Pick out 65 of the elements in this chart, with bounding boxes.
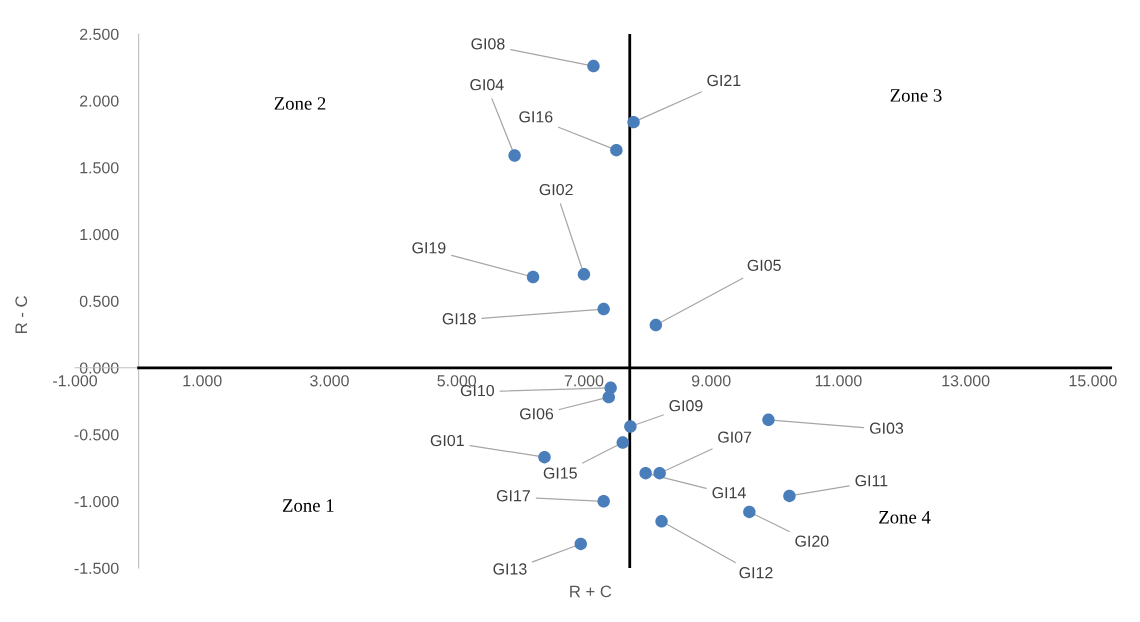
annotation: GI16 bbox=[519, 111, 553, 123]
point bbox=[762, 413, 775, 427]
x-axis-title: R + C bbox=[570, 585, 612, 598]
annotation: GI01 bbox=[430, 434, 464, 447]
y-axis-title: R - C bbox=[15, 296, 28, 333]
annotation: Zone 3 bbox=[890, 89, 942, 102]
annotation: Zone 1 bbox=[282, 499, 334, 512]
point bbox=[655, 515, 668, 528]
x-tick-label: 9.000 bbox=[691, 375, 731, 387]
annotation: GI15 bbox=[543, 467, 577, 479]
y-tick-label: 1.000 bbox=[80, 228, 119, 241]
annotation: Zone 4 bbox=[879, 511, 931, 524]
annotation: GI03 bbox=[869, 422, 904, 434]
point bbox=[508, 149, 521, 162]
x-tick-label: 1.000 bbox=[183, 375, 222, 387]
y-tick-label: 0.000 bbox=[79, 362, 119, 374]
point bbox=[538, 451, 551, 464]
annotation: GI06 bbox=[520, 408, 554, 420]
point bbox=[597, 495, 610, 508]
point bbox=[526, 270, 540, 284]
x-tick-label: 5.000 bbox=[437, 375, 477, 387]
point bbox=[574, 537, 587, 551]
y-tick-label: 2.000 bbox=[80, 95, 119, 107]
annotation: GI13 bbox=[493, 563, 527, 575]
point bbox=[577, 268, 591, 281]
annotation: GI08 bbox=[471, 38, 505, 50]
point bbox=[783, 489, 796, 503]
annotation: GI18 bbox=[442, 313, 476, 325]
point bbox=[602, 390, 615, 404]
annotation: Zone 2 bbox=[274, 97, 326, 110]
annotation: GI19 bbox=[412, 242, 446, 254]
x-tick-label: -1.000 bbox=[53, 375, 98, 387]
x-tick-label: 3.000 bbox=[310, 375, 349, 387]
point bbox=[627, 115, 640, 129]
annotation: GI21 bbox=[707, 74, 741, 87]
y-tick-label: -1.000 bbox=[74, 495, 119, 508]
point bbox=[597, 302, 610, 316]
annotation: GI04 bbox=[470, 79, 504, 91]
x-tick-label: 13.000 bbox=[942, 375, 990, 387]
point bbox=[624, 420, 637, 433]
x-tick-label: 11.000 bbox=[815, 375, 862, 387]
point bbox=[653, 467, 666, 480]
annotation: GI09 bbox=[669, 400, 703, 412]
y-tick-label: 2.500 bbox=[80, 28, 119, 40]
annotation: GI07 bbox=[718, 431, 752, 443]
annotation: GI05 bbox=[747, 259, 781, 271]
annotation: GI10 bbox=[460, 384, 495, 397]
y-tick-label: -1.500 bbox=[74, 562, 119, 574]
annotation: GI02 bbox=[539, 183, 573, 196]
annotation: GI12 bbox=[739, 567, 773, 579]
annotation: GI20 bbox=[795, 535, 829, 547]
annotation: GI14 bbox=[712, 487, 746, 499]
point bbox=[639, 467, 652, 480]
point bbox=[587, 59, 600, 73]
point bbox=[610, 143, 623, 157]
y-tick-label: -0.500 bbox=[74, 429, 119, 441]
point bbox=[649, 318, 663, 332]
annotation: GI17 bbox=[496, 490, 530, 502]
y-tick-label: 0.500 bbox=[79, 295, 119, 307]
x-tick-label: 7.000 bbox=[564, 375, 604, 387]
y-tick-label: 1.500 bbox=[80, 162, 119, 174]
x-tick-label: 15.000 bbox=[1069, 375, 1117, 387]
point bbox=[743, 505, 756, 519]
annotation: GI11 bbox=[855, 475, 888, 487]
point bbox=[616, 436, 629, 449]
